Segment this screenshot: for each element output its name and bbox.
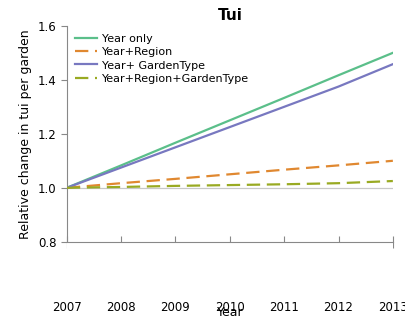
Year only [173,141,178,145]
Text: 2010: 2010 [215,301,245,314]
Year+ GardenType [64,186,69,190]
Year+Region+GardenType [173,184,178,188]
Year+Region+GardenType [390,179,395,183]
Year+ GardenType [282,105,287,109]
Text: 2008: 2008 [107,301,136,314]
Y-axis label: Relative change in tui per garden: Relative change in tui per garden [19,29,32,239]
Year+Region [390,159,395,163]
Year only [336,73,341,77]
Line: Year+Region+GardenType: Year+Region+GardenType [67,181,393,188]
Year+Region [227,172,232,176]
Year only [227,118,232,122]
Year only [282,96,287,100]
Year+Region [119,181,124,185]
Year+ GardenType [227,125,232,129]
Year+Region+GardenType [227,183,232,187]
Text: 2013: 2013 [378,301,405,314]
Legend: Year only, Year+Region, Year+ GardenType, Year+Region+GardenType: Year only, Year+Region, Year+ GardenType… [72,31,252,86]
Year+Region [282,168,287,172]
Year only [119,163,124,167]
Year+ GardenType [119,166,124,170]
Title: Tui: Tui [217,8,242,23]
Year+ GardenType [390,62,395,66]
Year+Region [173,177,178,181]
Text: 2007: 2007 [52,301,82,314]
Text: 2012: 2012 [324,301,354,314]
Year+ GardenType [336,85,341,89]
Line: Year+ GardenType: Year+ GardenType [67,64,393,188]
Line: Year only: Year only [67,53,393,188]
Line: Year+Region: Year+Region [67,161,393,188]
Year+Region+GardenType [336,181,341,185]
X-axis label: Year: Year [217,306,243,319]
Year only [64,186,69,190]
Year+Region+GardenType [119,185,124,189]
Year only [390,51,395,55]
Year+ GardenType [173,145,178,149]
Year+Region+GardenType [64,186,69,190]
Year+Region+GardenType [282,182,287,186]
Text: 2009: 2009 [161,301,190,314]
Year+Region [336,163,341,167]
Text: 2011: 2011 [269,301,299,314]
Year+Region [64,186,69,190]
